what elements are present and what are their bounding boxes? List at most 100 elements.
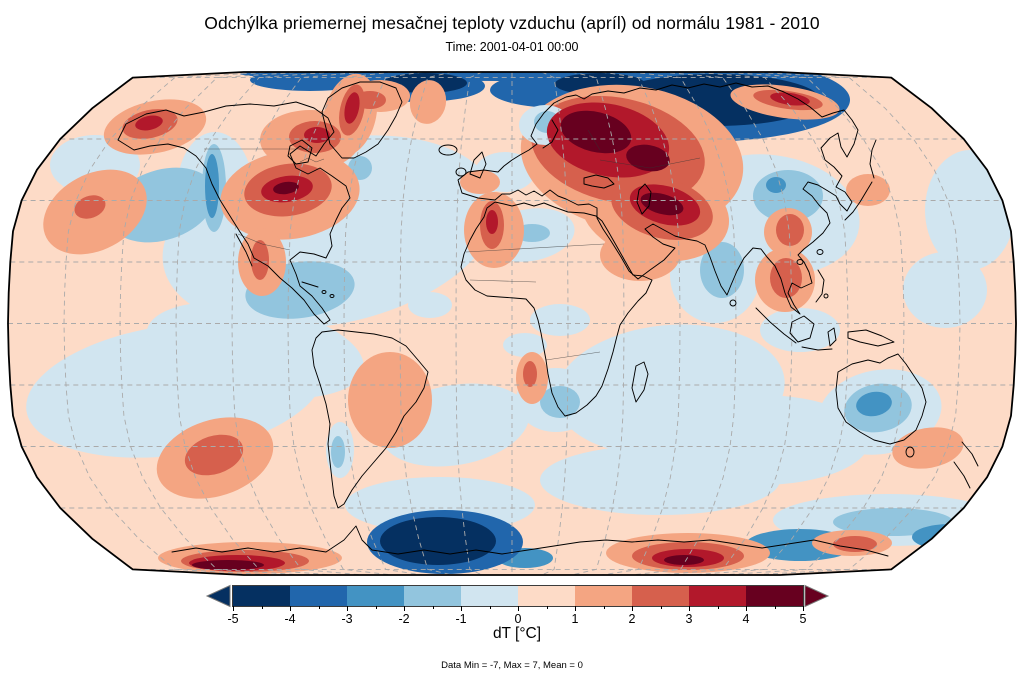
graticule-meridian [720, 72, 905, 575]
anomaly-blob [626, 144, 670, 172]
graticule [8, 72, 1016, 575]
island-outline [823, 293, 829, 299]
coastline-path [287, 139, 313, 165]
anomaly-blob [664, 555, 704, 565]
graticule-meridian [541, 72, 569, 575]
anomaly-blob [486, 210, 498, 234]
page-title: Odchýlka priemernej mesačnej teploty vzd… [204, 13, 820, 33]
anomaly-blob [344, 92, 360, 124]
anomaly-blob [146, 301, 364, 399]
coastline-path [844, 181, 873, 221]
anomaly-blob [184, 434, 244, 476]
graticule-meridian [571, 72, 625, 575]
anomaly-blobs [26, 72, 1015, 574]
anomaly-blob [205, 154, 219, 218]
coastline-path [321, 81, 403, 159]
time-subtitle: Time: 2001-04-01 00:00 [445, 40, 579, 54]
country-borders [204, 129, 701, 361]
coastline-path [636, 183, 652, 215]
coastline-path [631, 361, 649, 403]
graticule-meridian [231, 72, 364, 575]
anomaly-blob [766, 177, 786, 193]
map-outline [7, 71, 1017, 576]
coastline-path [235, 233, 253, 267]
anomaly-blob [540, 445, 780, 515]
border-line [587, 129, 601, 151]
coastline-path [301, 281, 319, 288]
border-line [469, 279, 537, 283]
anomaly-blob [903, 252, 987, 328]
graticule-meridian [175, 72, 334, 575]
island-outline [455, 167, 467, 177]
coastline-path [801, 346, 833, 351]
anomaly-blob [192, 560, 264, 570]
coastline-path [835, 353, 927, 445]
coastline-path [457, 82, 859, 315]
anomaly-blob [760, 308, 840, 352]
island-outline [816, 249, 824, 255]
anomaly-blob [251, 240, 269, 280]
anomaly-blob [503, 333, 547, 357]
anomaly-blob [273, 181, 299, 195]
anomaly-blob [74, 195, 106, 219]
graticule-meridian [343, 72, 423, 575]
border-line [465, 243, 605, 253]
island-outline [905, 446, 915, 458]
graticule-meridian [601, 72, 681, 575]
graticule-meridian [631, 72, 737, 575]
island-outline [729, 299, 737, 307]
anomaly-blob [348, 352, 432, 448]
graticule-meridian [455, 72, 483, 575]
coastline-path [755, 307, 797, 344]
anomaly-blob [331, 436, 345, 468]
anomaly-blob [892, 427, 964, 469]
border-line [545, 351, 601, 361]
anomaly-blob [523, 361, 537, 387]
island-outline [438, 144, 458, 156]
coastline-path [311, 329, 429, 509]
graticule-meridian [690, 72, 849, 575]
anomaly-blob [833, 536, 877, 552]
anomaly-blob [530, 304, 590, 336]
graticule-meridian [63, 72, 274, 575]
coastline-path [953, 461, 971, 489]
anomaly-blob [540, 386, 580, 418]
anomaly-blob [925, 150, 1015, 270]
anomaly-blob [770, 258, 802, 298]
coastline-path [460, 201, 653, 417]
anomaly-blob [846, 174, 890, 206]
anomaly-blob [135, 115, 163, 131]
anomaly-blob [640, 192, 684, 216]
coastline-path [469, 151, 487, 179]
coastline-path [171, 525, 889, 557]
island-outline [329, 294, 335, 298]
anomaly-blob [770, 92, 810, 106]
anomaly-blob [460, 170, 500, 194]
graticule-meridian [287, 72, 393, 575]
graticule-meridian [399, 72, 453, 575]
island-outline [321, 290, 327, 294]
coastline-path [869, 139, 877, 179]
island-outline [796, 259, 804, 265]
anomaly-blob [409, 80, 447, 124]
coastline-path [789, 315, 815, 343]
graticule-meridian [119, 72, 304, 575]
coastline-path [961, 441, 979, 467]
coastline-path [542, 119, 559, 149]
border-line [237, 233, 291, 251]
border-line [599, 157, 701, 169]
anomaly-blob [327, 212, 383, 248]
graticule-meridian [750, 72, 961, 575]
coastline-path [117, 101, 351, 325]
anomaly-blob [408, 292, 452, 318]
coastline-path [583, 174, 615, 189]
coastline-path [827, 327, 837, 347]
anomaly-blob [560, 110, 632, 154]
anomaly-blob [776, 214, 804, 246]
data-stats: Data Min = -7, Max = 7, Mean = 0 [441, 660, 583, 671]
anomaly-blob [856, 391, 892, 417]
border-line [299, 157, 325, 163]
coastlines [117, 81, 979, 557]
